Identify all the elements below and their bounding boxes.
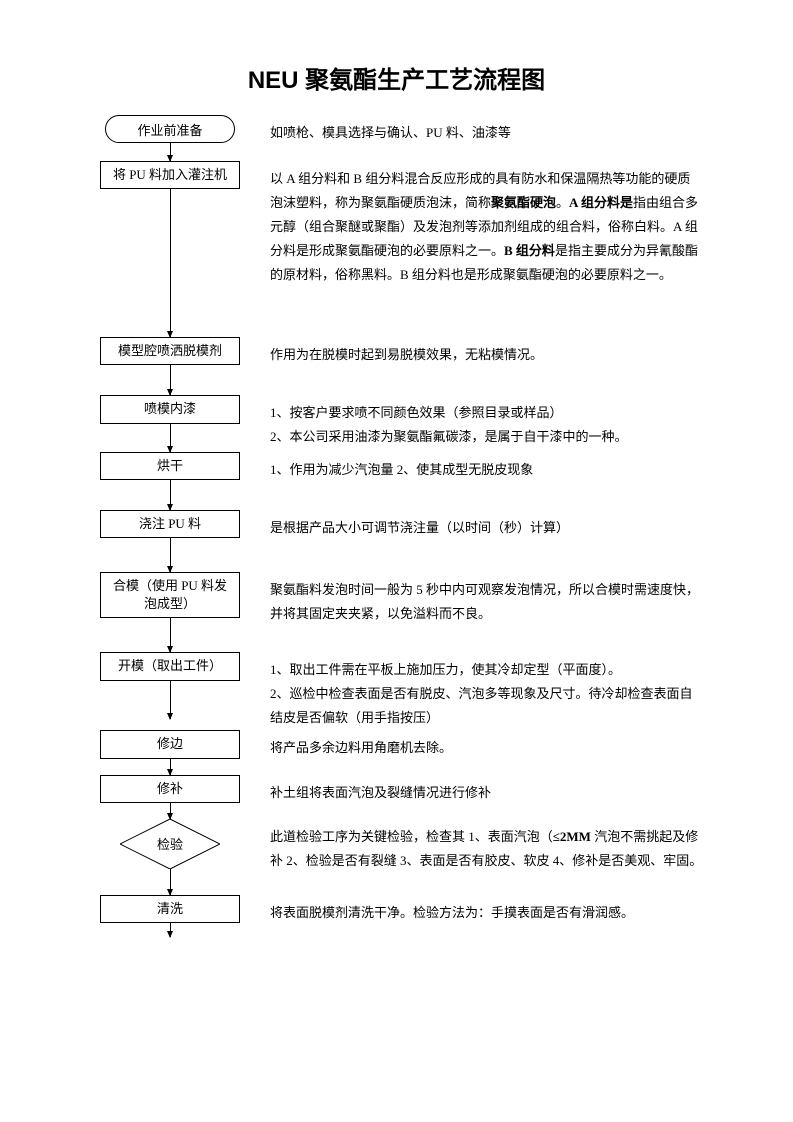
flow-node-label: 模型腔喷洒脱模剂	[100, 337, 240, 365]
flow-arrow	[170, 618, 171, 652]
flow-node-label: 喷模内漆	[100, 395, 240, 423]
flow-left-column: 修补	[90, 775, 250, 819]
flow-node-label: 作业前准备	[105, 115, 235, 143]
desc-text-span: 1、按客户要求喷不同颜色效果（参照目录或样品）	[270, 405, 563, 420]
desc-text-span: B 组分料	[504, 243, 555, 258]
desc-text-span: 2、本公司采用油漆为聚氨酯氟碳漆，是属于自干漆中的一种。	[270, 429, 628, 444]
desc-text-span: 是根据产品大小可调节浇注量（以时间（秒）计算）	[270, 520, 569, 535]
desc-text-span: 如喷枪、模具选择与确认、PU 料、油漆等	[270, 125, 511, 140]
flow-left-column: 烘干	[90, 452, 250, 510]
flow-arrow	[170, 869, 171, 895]
flow-node-label: 将 PU 料加入灌注机	[100, 161, 240, 189]
flow-row: 检验 此道检验工序为关键检验，检查其 1、表面汽泡（≤2MM 汽泡不需挑起及修补 …	[90, 819, 703, 895]
flow-row: 开模（取出工件） 1、取出工件需在平板上施加压力，使其冷却定型（平面度）。 2、巡检…	[90, 652, 703, 730]
flow-row: 浇注 PU 料 是根据产品大小可调节浇注量（以时间（秒）计算）	[90, 510, 703, 572]
desc-text-span: 补土组将表面汽泡及裂缝情况进行修补	[270, 785, 491, 800]
flow-node-description: 聚氨酯料发泡时间一般为 5 秒中内可观察发泡情况，所以合模时需速度快，并将其固定…	[250, 572, 703, 626]
flow-row: 模型腔喷洒脱模剂 作用为在脱模时起到易脱模效果，无粘模情况。	[90, 337, 703, 395]
flow-node-label: 开模（取出工件）	[100, 652, 240, 680]
flow-node-description: 如喷枪、模具选择与确认、PU 料、油漆等	[250, 115, 703, 145]
flow-node-n11: 检验	[120, 819, 220, 869]
flow-node-description: 将表面脱模剂清洗干净。检验方法为：手摸表面是否有滑润感。	[250, 895, 703, 925]
flow-node-description: 1、按客户要求喷不同颜色效果（参照目录或样品） 2、本公司采用油漆为聚氨酯氟碳漆，…	[250, 395, 703, 449]
flow-row: 喷模内漆 1、按客户要求喷不同颜色效果（参照目录或样品） 2、本公司采用油漆为聚氨酯…	[90, 395, 703, 451]
flow-left-column: 检验	[90, 819, 250, 895]
flow-left-column: 浇注 PU 料	[90, 510, 250, 572]
flow-row: 合模（使用 PU 料发泡成型） 聚氨酯料发泡时间一般为 5 秒中内可观察发泡情况，…	[90, 572, 703, 652]
desc-text-span: 1、作用为减少汽泡量 2、使其成型无脱皮现象	[270, 462, 533, 477]
flow-row: 作业前准备 如喷枪、模具选择与确认、PU 料、油漆等	[90, 115, 703, 161]
desc-text-span: 将产品多余边料用角磨机去除。	[270, 740, 452, 755]
flow-node-description: 是根据产品大小可调节浇注量（以时间（秒）计算）	[250, 510, 703, 540]
flow-arrow	[170, 759, 171, 775]
flow-node-label: 合模（使用 PU 料发泡成型）	[100, 572, 240, 618]
desc-text-span: ≤2MM	[553, 829, 591, 844]
flow-row: 清洗 将表面脱模剂清洗干净。检验方法为：手摸表面是否有滑润感。	[90, 895, 703, 937]
flow-node-label: 清洗	[100, 895, 240, 923]
flow-node-label: 修边	[100, 730, 240, 758]
flowchart: 作业前准备 如喷枪、模具选择与确认、PU 料、油漆等将 PU 料加入灌注机 以 A…	[90, 115, 703, 937]
desc-text-span: A 组分料是	[569, 195, 633, 210]
desc-text-span: 此道检验工序为关键检验，检查其 1、表面汽泡（	[270, 829, 553, 844]
page-title: NEU 聚氨酯生产工艺流程图	[90, 60, 703, 95]
flow-arrow	[170, 803, 171, 819]
flow-left-column: 合模（使用 PU 料发泡成型）	[90, 572, 250, 652]
flow-row: 修补 补土组将表面汽泡及裂缝情况进行修补	[90, 775, 703, 819]
flow-arrow	[170, 189, 171, 337]
desc-text-span: 2、巡检中检查表面是否有脱皮、汽泡多等现象及尺寸。待冷却检查表面自结皮是否偏软（…	[270, 686, 693, 725]
desc-text-span: 聚氨酯料发泡时间一般为 5 秒中内可观察发泡情况，所以合模时需速度快，并将其固定…	[270, 582, 699, 621]
flow-node-label: 检验	[157, 834, 183, 853]
flow-row: 修边 将产品多余边料用角磨机去除。	[90, 730, 703, 774]
desc-text-span: 聚氨酯硬泡	[491, 195, 556, 210]
flow-node-description: 1、作用为减少汽泡量 2、使其成型无脱皮现象	[250, 452, 703, 482]
flow-node-description: 1、取出工件需在平板上施加压力，使其冷却定型（平面度）。 2、巡检中检查表面是否有…	[250, 652, 703, 730]
flow-row: 将 PU 料加入灌注机 以 A 组分料和 B 组分料混合反应形成的具有防水和保温…	[90, 161, 703, 337]
desc-text-span: 作用为在脱模时起到易脱模效果，无粘模情况。	[270, 347, 543, 362]
flow-node-description: 作用为在脱模时起到易脱模效果，无粘模情况。	[250, 337, 703, 367]
flow-left-column: 模型腔喷洒脱模剂	[90, 337, 250, 395]
flow-left-column: 修边	[90, 730, 250, 774]
flow-node-label: 修补	[100, 775, 240, 803]
flow-arrow	[170, 538, 171, 572]
flow-left-column: 将 PU 料加入灌注机	[90, 161, 250, 337]
flow-node-description: 以 A 组分料和 B 组分料混合反应形成的具有防水和保温隔热等功能的硬质泡沫塑料…	[250, 161, 703, 287]
flow-arrow	[170, 681, 171, 719]
flow-node-label: 浇注 PU 料	[100, 510, 240, 538]
flow-left-column: 开模（取出工件）	[90, 652, 250, 718]
desc-text-span: 将表面脱模剂清洗干净。检验方法为：手摸表面是否有滑润感。	[270, 905, 634, 920]
desc-text-span: 。	[556, 195, 569, 210]
flow-left-column: 喷模内漆	[90, 395, 250, 451]
flow-arrow	[170, 923, 171, 937]
flow-arrow	[170, 480, 171, 510]
flow-node-description: 补土组将表面汽泡及裂缝情况进行修补	[250, 775, 703, 805]
flow-node-label: 烘干	[100, 452, 240, 480]
flow-arrow	[170, 365, 171, 395]
flow-left-column: 作业前准备	[90, 115, 250, 161]
flow-arrow	[170, 424, 171, 452]
flow-arrow	[170, 143, 171, 161]
flow-node-description: 将产品多余边料用角磨机去除。	[250, 730, 703, 760]
desc-text-span: 1、取出工件需在平板上施加压力，使其冷却定型（平面度）。	[270, 662, 621, 677]
flow-node-description: 此道检验工序为关键检验，检查其 1、表面汽泡（≤2MM 汽泡不需挑起及修补 2、…	[250, 819, 703, 873]
flow-left-column: 清洗	[90, 895, 250, 937]
flow-row: 烘干 1、作用为减少汽泡量 2、使其成型无脱皮现象	[90, 452, 703, 510]
